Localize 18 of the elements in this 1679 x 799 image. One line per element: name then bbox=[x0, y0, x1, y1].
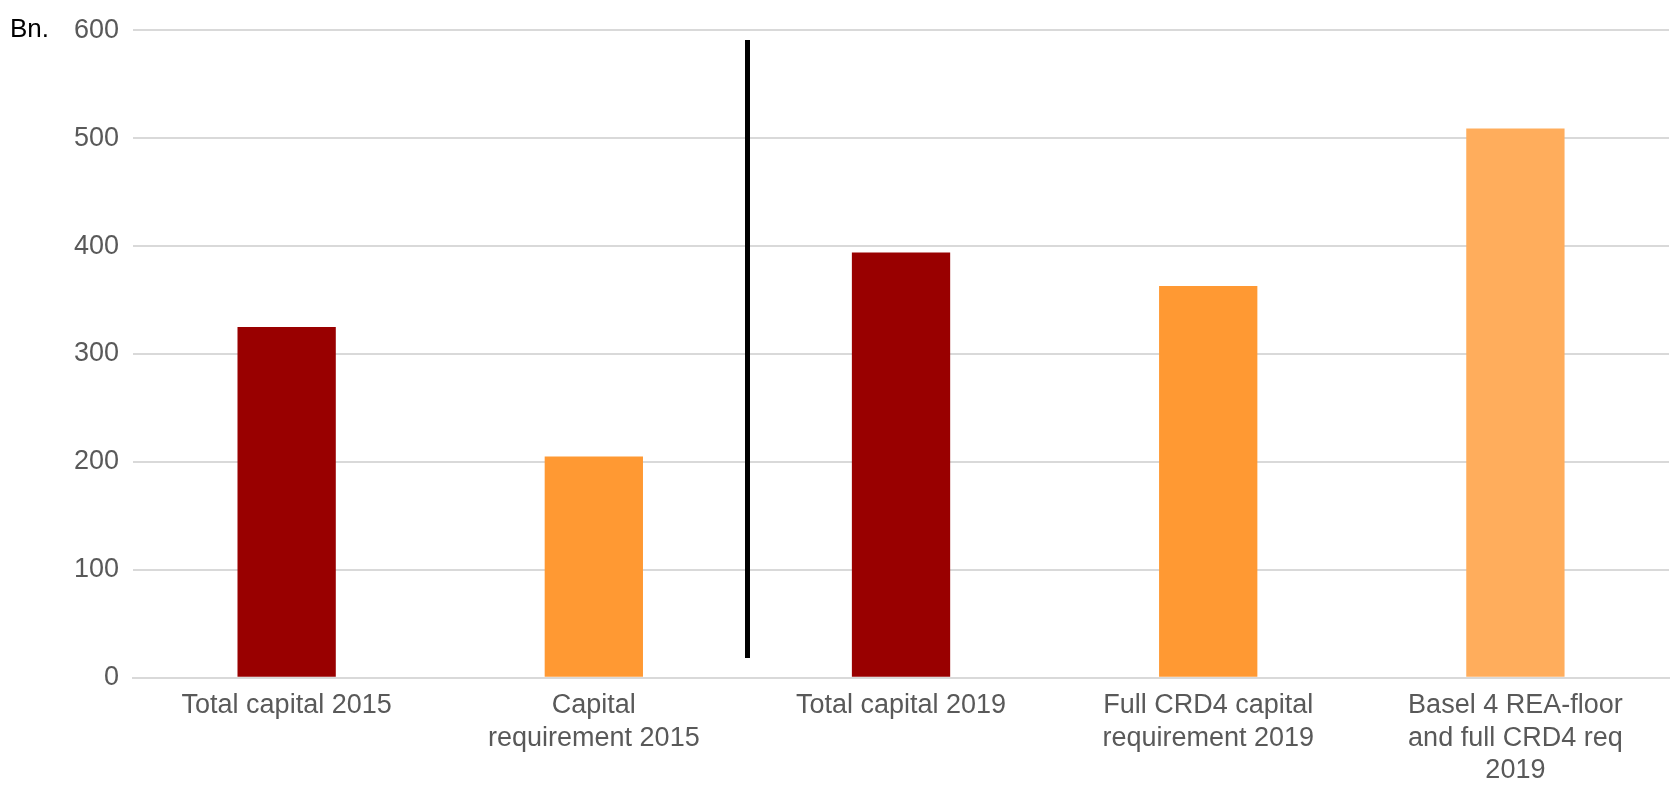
bar bbox=[1159, 286, 1258, 677]
x-tick-label: Total capital 2015 bbox=[181, 689, 392, 720]
y-tick-label: 100 bbox=[73, 553, 120, 584]
y-tick-label: 500 bbox=[73, 121, 120, 152]
y-tick-label: 400 bbox=[73, 229, 120, 260]
y-tick-label: 300 bbox=[73, 337, 120, 368]
y-axis-title: Bn. bbox=[10, 13, 50, 44]
x-tick-label: Basel 4 REA-floor and full CRD4 req 2019 bbox=[1408, 689, 1623, 785]
x-tick-label: Full CRD4 capital requirement 2019 bbox=[1102, 689, 1315, 752]
y-tick-label: 600 bbox=[73, 13, 120, 44]
bar bbox=[1466, 128, 1565, 677]
bar bbox=[237, 327, 336, 677]
x-tick-label: Total capital 2019 bbox=[795, 689, 1007, 720]
y-tick-label: 200 bbox=[73, 445, 120, 476]
bar bbox=[544, 456, 643, 677]
x-tick-label: Capital requirement 2015 bbox=[488, 689, 700, 752]
bar bbox=[851, 252, 951, 677]
y-tick-label: 0 bbox=[104, 661, 120, 692]
